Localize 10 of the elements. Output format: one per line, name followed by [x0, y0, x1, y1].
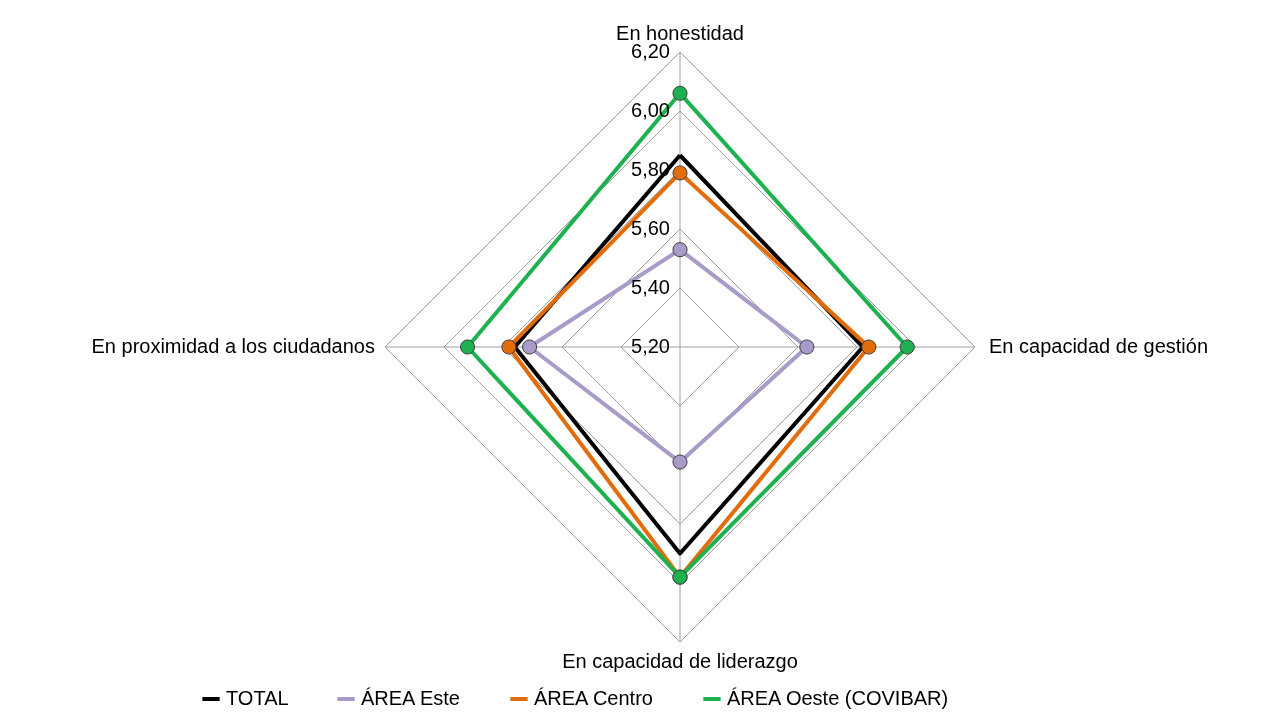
legend-label: TOTAL: [226, 687, 289, 709]
legend-label: ÁREA Centro: [534, 687, 653, 709]
spoke-label: En capacidad de gestión: [989, 335, 1209, 357]
y-tick-label: 5,20: [631, 335, 670, 357]
legend-label: ÁREA Oeste (COVIBAR): [727, 687, 949, 709]
legend-label: ÁREA Este: [361, 687, 460, 709]
y-tick-label: 5,60: [631, 217, 670, 239]
spoke-label: En proximidad a los ciudadanos: [91, 335, 375, 357]
spoke-label: En capacidad de liderazgo: [562, 650, 798, 672]
y-tick-label: 5,40: [631, 276, 670, 298]
